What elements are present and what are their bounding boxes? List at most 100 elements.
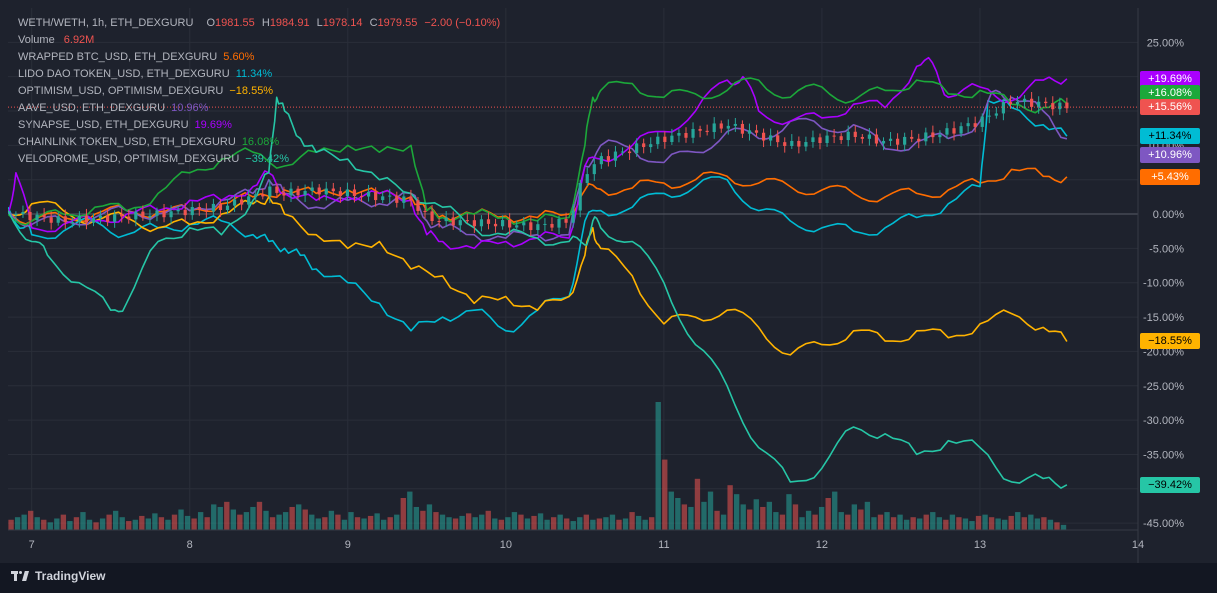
volume-bar (54, 518, 60, 530)
y-tick-label: -35.00% (1143, 449, 1184, 461)
volume-bar (165, 519, 171, 530)
candle-body (649, 144, 653, 148)
candle-body (261, 194, 265, 197)
tradingview-logo[interactable]: TradingView (11, 568, 105, 584)
chart-canvas[interactable]: 25.00%20.00%15.00%10.00%5.00%0.00%-5.00%… (8, 8, 1217, 563)
volume-bar (845, 514, 851, 530)
candle-body (190, 206, 194, 216)
y-tick-label: -30.00% (1143, 415, 1184, 427)
volume-bar (1015, 512, 1021, 530)
candle-body (578, 183, 582, 211)
candle-body (388, 195, 392, 197)
candle-body (21, 212, 25, 215)
candle-body (691, 128, 695, 138)
candlesticks (8, 92, 1138, 237)
candle-body (903, 136, 907, 145)
volume-bar (596, 518, 603, 530)
candle-body (966, 123, 970, 127)
volume-bar (773, 512, 779, 530)
volume-bar (348, 512, 354, 530)
volume-bar (825, 498, 831, 530)
candle-body (867, 134, 871, 139)
volume-bar (289, 506, 295, 530)
volume-bar (786, 494, 792, 530)
candle-body (14, 214, 18, 216)
legend-row[interactable]: SYNAPSE_USD, ETH_DEXGURU 19.69% (18, 117, 508, 134)
candle-body (338, 191, 342, 197)
volume-bar (675, 498, 681, 530)
volume-bar (688, 506, 694, 530)
candle-body (825, 135, 829, 144)
volume-bar (884, 512, 890, 530)
legend-row[interactable]: AAVE_USD, ETH_DEXGURU 10.96% (18, 100, 508, 117)
candle-body (599, 156, 603, 165)
volume-row[interactable]: Volume 6.92M (18, 32, 508, 49)
volume-bar (799, 517, 805, 530)
candle-body (994, 113, 998, 116)
legend-row[interactable]: CHAINLINK TOKEN_USD, ETH_DEXGURU 16.08% (18, 134, 508, 151)
candle-body (254, 194, 258, 197)
close-value: 1979.55 (377, 17, 418, 29)
candle-body (515, 225, 519, 228)
legend-row[interactable]: OPTIMISM_USD, OPTIMISM_DEXGURU −18.55% (18, 83, 508, 100)
series-line (8, 196, 1068, 356)
volume-bar (99, 518, 106, 530)
volume-bar (132, 519, 138, 530)
candle-body (444, 217, 448, 222)
volume-bar (394, 514, 400, 530)
legend-row[interactable]: WRAPPED BTC_USD, ETH_DEXGURU 5.60% (18, 49, 508, 66)
legend-row[interactable]: LIDO DAO TOKEN_USD, ETH_DEXGURU 11.34% (18, 66, 508, 83)
volume-bar (335, 514, 341, 530)
chart-frame[interactable]: 25.00%20.00%15.00%10.00%5.00%0.00%-5.00%… (8, 8, 1217, 563)
legend-series-name: VELODROME_USD, OPTIMISM_DEXGURU (18, 153, 240, 165)
candle-body (1058, 102, 1062, 110)
candle-body (35, 214, 39, 221)
x-tick-label: 8 (187, 539, 193, 551)
candle-body (543, 223, 547, 225)
candle-body (585, 174, 589, 184)
x-tick-label: 9 (345, 539, 351, 551)
candle-body (635, 143, 639, 154)
volume-bar (805, 510, 812, 530)
volume-bar (21, 514, 27, 530)
volume-bar (838, 512, 844, 530)
candle-body (1001, 101, 1005, 114)
volume-bar (655, 402, 661, 530)
volume-bar (635, 515, 642, 530)
volume-bar (34, 517, 40, 530)
volume-bar (145, 518, 152, 530)
price-axis-tag: −39.42% (1140, 476, 1200, 493)
volume-bar (531, 515, 537, 530)
candle-body (945, 128, 949, 135)
volume-bar (609, 514, 616, 530)
volume-bar (211, 504, 217, 530)
footer-bar (0, 563, 1217, 593)
volume-bar (302, 509, 308, 530)
candle-body (381, 196, 385, 201)
candle-body (303, 191, 307, 196)
legend-series-value: 5.60% (223, 51, 255, 63)
candle-body (719, 123, 723, 129)
volume-bar (250, 506, 256, 530)
candle-body (91, 218, 96, 223)
candle-body (176, 209, 180, 212)
candle-body (500, 220, 505, 227)
y-tick-label: -25.00% (1143, 381, 1184, 393)
volume-bar (818, 506, 825, 530)
volume-value: 6.92M (63, 34, 95, 46)
candle-body (218, 203, 223, 211)
volume-bar (564, 518, 570, 530)
volume-bar (126, 521, 132, 530)
volume-bar (86, 519, 93, 530)
candle-body (395, 195, 399, 203)
volume-bar (93, 522, 99, 530)
symbol-row[interactable]: WETH/WETH, 1h, ETH_DEXGURU O1981.55 H198… (18, 15, 508, 32)
candle-body (804, 142, 808, 147)
volume-bar (381, 519, 387, 530)
legend-row[interactable]: VELODROME_USD, OPTIMISM_DEXGURU −39.42% (18, 151, 508, 168)
volume-bar (426, 504, 433, 530)
volume-bar (178, 509, 184, 530)
volume-bar (315, 518, 321, 530)
series-line (8, 77, 1068, 226)
candle-body (113, 214, 117, 222)
